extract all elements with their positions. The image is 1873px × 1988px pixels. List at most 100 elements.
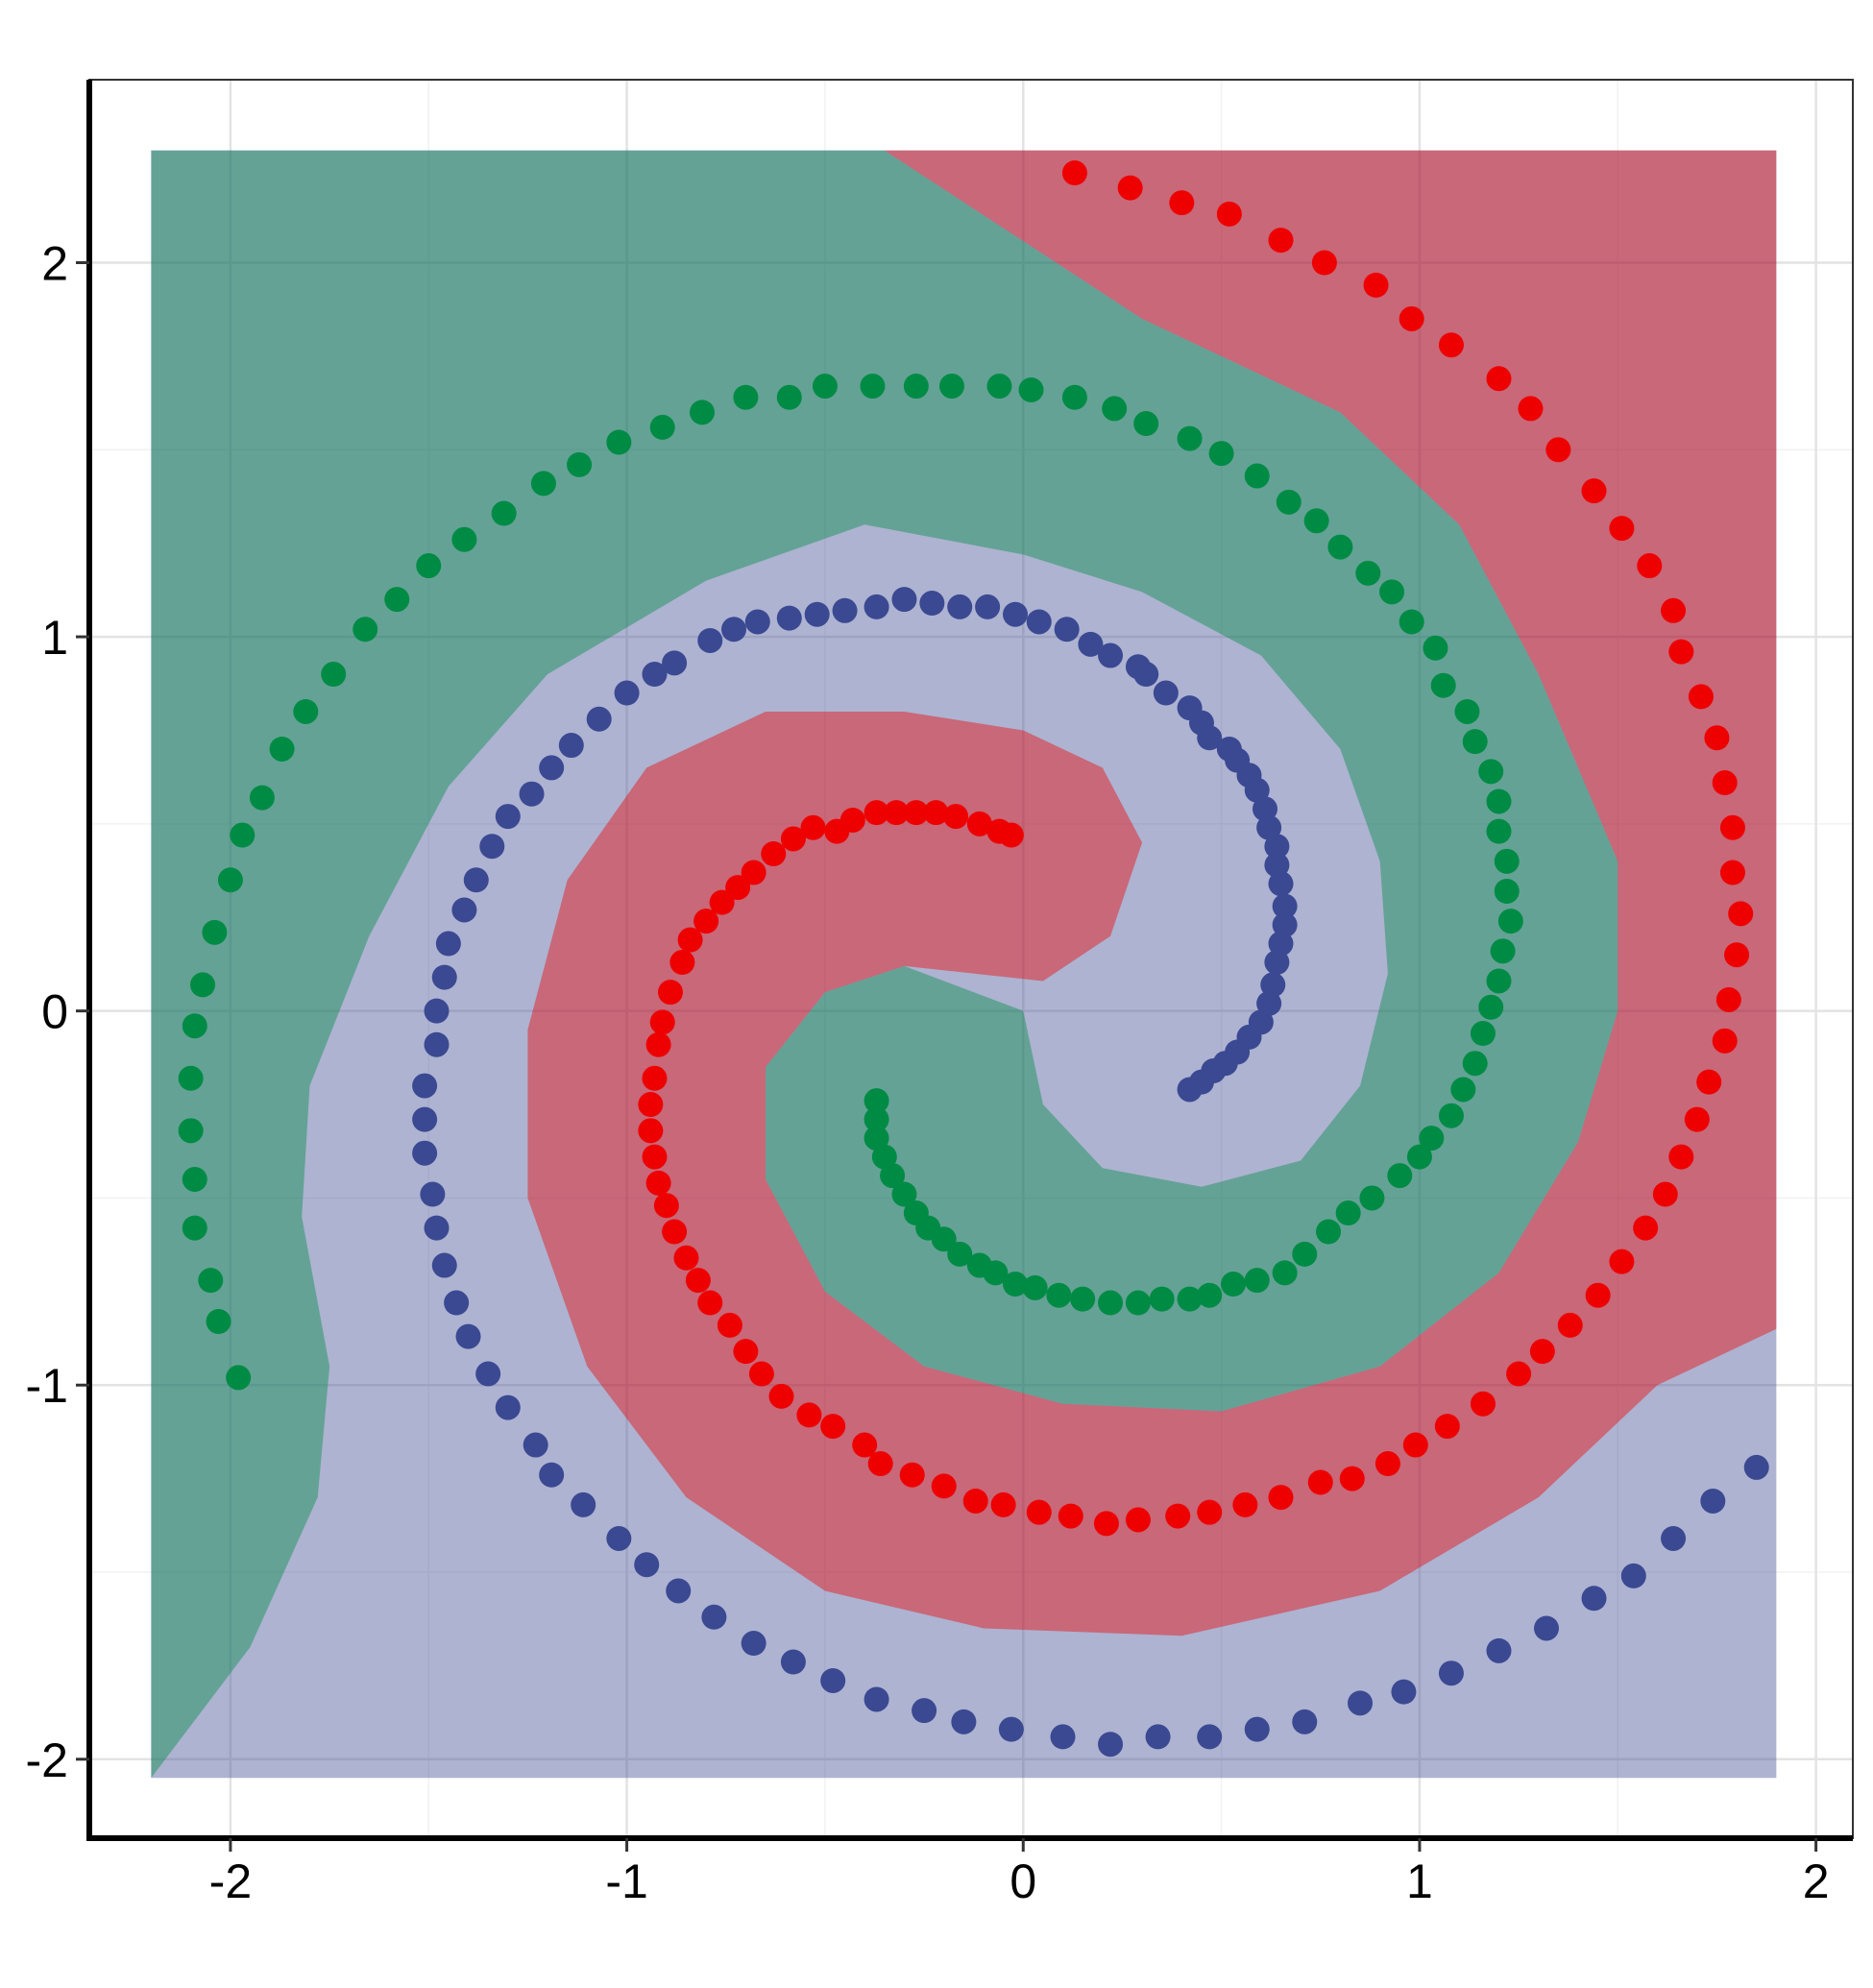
data-point xyxy=(1470,1391,1496,1417)
data-point xyxy=(947,1241,973,1267)
data-point xyxy=(891,587,917,613)
data-point xyxy=(662,650,688,676)
data-point xyxy=(1719,814,1745,840)
data-point xyxy=(1581,1586,1607,1612)
data-point xyxy=(1256,990,1282,1016)
data-point xyxy=(986,374,1012,400)
data-point xyxy=(1430,672,1456,698)
data-point xyxy=(571,1491,596,1517)
data-point xyxy=(269,736,295,762)
data-point xyxy=(1003,1272,1029,1297)
data-point xyxy=(725,875,751,901)
data-point xyxy=(649,1009,675,1035)
data-point xyxy=(638,1118,664,1144)
data-point xyxy=(1253,796,1277,822)
data-point xyxy=(1078,631,1104,657)
data-point xyxy=(1450,1077,1476,1103)
data-point xyxy=(919,591,945,617)
data-point xyxy=(614,680,640,706)
data-point xyxy=(1712,1028,1738,1054)
data-point xyxy=(1026,609,1052,635)
data-point xyxy=(1327,534,1353,560)
data-point xyxy=(1419,1126,1445,1152)
data-point xyxy=(1633,1215,1659,1241)
data-point xyxy=(673,1245,699,1271)
data-point xyxy=(871,1144,897,1170)
data-point xyxy=(1391,1679,1417,1705)
data-point xyxy=(864,1106,889,1132)
data-point xyxy=(1348,1690,1374,1716)
data-point xyxy=(198,1268,224,1294)
data-point xyxy=(1470,1021,1496,1047)
data-point xyxy=(998,1716,1024,1742)
data-point xyxy=(1462,729,1488,755)
data-point xyxy=(1018,376,1044,402)
data-point xyxy=(1728,901,1754,927)
data-point xyxy=(697,1290,723,1316)
data-point xyxy=(1125,1290,1151,1316)
data-point xyxy=(1399,609,1424,635)
y-tick-label: -2 xyxy=(26,1733,68,1787)
data-point xyxy=(1244,1716,1270,1742)
data-point xyxy=(1700,1488,1726,1514)
data-point xyxy=(768,1383,794,1409)
data-point xyxy=(1292,1241,1318,1267)
data-point xyxy=(1216,201,1242,227)
data-point xyxy=(431,964,457,990)
data-point xyxy=(1098,642,1124,668)
data-point xyxy=(558,733,584,759)
data-point xyxy=(412,1073,438,1099)
data-point xyxy=(1098,1290,1124,1316)
data-point xyxy=(412,1140,438,1166)
data-point xyxy=(1620,1563,1646,1588)
data-point xyxy=(966,811,992,836)
data-point xyxy=(479,834,505,860)
data-point xyxy=(649,414,675,440)
data-point xyxy=(1050,1724,1076,1750)
data-point xyxy=(864,1088,889,1114)
data-point xyxy=(721,617,747,642)
data-point xyxy=(653,1193,679,1219)
data-point xyxy=(912,1698,937,1724)
data-point xyxy=(1609,1249,1635,1274)
data-point xyxy=(717,1312,742,1338)
data-point xyxy=(491,500,517,526)
data-point xyxy=(1335,1200,1361,1226)
data-point xyxy=(1061,384,1087,410)
data-point xyxy=(1497,909,1523,934)
data-point xyxy=(451,897,477,923)
data-point xyxy=(931,1473,957,1499)
data-point xyxy=(839,807,865,833)
data-point xyxy=(1545,437,1571,463)
data-point xyxy=(867,1451,893,1477)
data-point xyxy=(1197,725,1223,751)
data-point xyxy=(1264,852,1290,878)
data-point xyxy=(1652,1181,1678,1207)
data-point xyxy=(530,471,556,497)
data-point xyxy=(495,1394,521,1420)
data-point xyxy=(1363,272,1389,298)
data-point xyxy=(689,400,715,425)
data-point xyxy=(1054,617,1080,642)
data-point xyxy=(1070,1286,1096,1312)
data-point xyxy=(1149,1286,1175,1312)
data-point xyxy=(1704,725,1730,751)
data-point xyxy=(1486,366,1512,392)
data-point xyxy=(1272,912,1298,938)
data-point xyxy=(709,889,735,915)
data-point xyxy=(1355,560,1381,586)
data-point xyxy=(1046,1282,1072,1308)
data-point xyxy=(975,594,1001,619)
data-point xyxy=(206,1308,231,1334)
data-point xyxy=(693,909,719,934)
data-point xyxy=(1232,1491,1258,1517)
data-point xyxy=(1260,972,1286,998)
data-point xyxy=(1743,1454,1769,1480)
data-point xyxy=(1423,635,1448,661)
data-point xyxy=(475,1361,501,1387)
data-point xyxy=(903,800,929,826)
data-point xyxy=(1244,777,1270,803)
data-point xyxy=(444,1290,470,1316)
